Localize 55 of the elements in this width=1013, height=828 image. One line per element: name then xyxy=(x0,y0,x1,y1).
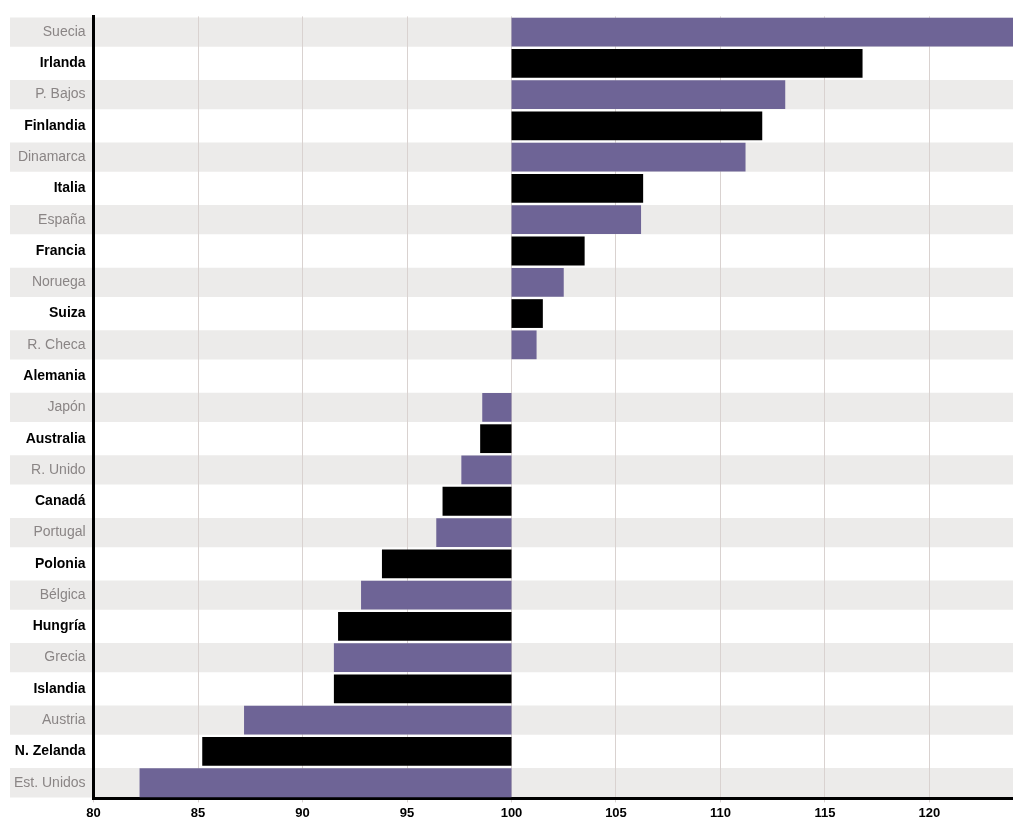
bar xyxy=(511,80,786,109)
y-tick-label: Francia xyxy=(35,241,86,258)
x-tick-label: 85 xyxy=(190,804,206,820)
y-tick-label: Finlandia xyxy=(24,116,86,133)
bar xyxy=(511,174,644,203)
bar xyxy=(436,518,512,547)
bar xyxy=(361,580,512,610)
bar xyxy=(333,643,512,673)
y-tick-label: Suecia xyxy=(42,22,86,39)
bar xyxy=(511,330,537,360)
y-tick-label: Hungría xyxy=(32,617,86,634)
y-tick-label: Japón xyxy=(47,398,86,415)
y-tick-label: R. Checa xyxy=(27,335,86,352)
x-tick-label: 80 xyxy=(86,804,101,820)
bar xyxy=(511,267,564,297)
y-tick-label: Italia xyxy=(53,179,86,196)
y-tick-label: Grecia xyxy=(44,648,86,665)
x-tick-label: 110 xyxy=(709,804,731,820)
y-tick-label: Portugal xyxy=(33,523,86,540)
x-tick-label: 120 xyxy=(918,804,941,820)
y-tick-label: R. Unido xyxy=(31,460,86,477)
y-tick-label: Dinamarca xyxy=(17,148,86,165)
y-tick-label: Irlanda xyxy=(39,54,86,71)
y-tick-label: Alemania xyxy=(23,366,86,383)
bar xyxy=(244,705,512,735)
bar xyxy=(381,549,512,579)
bar xyxy=(511,299,543,328)
bar xyxy=(202,737,512,766)
bar xyxy=(480,424,512,454)
bar xyxy=(442,486,512,516)
y-tick-label: Canadá xyxy=(35,492,86,509)
x-tick-label: 115 xyxy=(814,804,836,820)
y-tick-label: Est. Unidos xyxy=(13,773,86,790)
x-tick-label: 95 xyxy=(399,804,415,820)
y-tick-label: Austria xyxy=(42,711,86,728)
y-tick-label: Suiza xyxy=(49,304,86,321)
bar xyxy=(511,205,642,235)
y-tick-label: Australia xyxy=(25,429,86,446)
y-tick-label: Noruega xyxy=(31,273,86,290)
bar xyxy=(511,236,585,266)
y-tick-label: Islandia xyxy=(33,679,86,696)
bar xyxy=(338,611,512,641)
bar xyxy=(511,111,763,141)
y-tick-label: Bélgica xyxy=(39,585,86,602)
x-tick-label: 100 xyxy=(500,804,523,820)
y-tick-label: N. Zelanda xyxy=(14,742,86,759)
y-tick-label: Polonia xyxy=(35,554,86,571)
y-tick-label: España xyxy=(38,210,86,227)
bar xyxy=(461,455,512,485)
bar xyxy=(511,142,746,172)
y-tick-label: P. Bajos xyxy=(35,85,86,102)
x-tick-label: 105 xyxy=(605,804,627,820)
bar xyxy=(333,674,512,704)
x-tick-label: 90 xyxy=(295,804,310,820)
bar xyxy=(482,393,512,422)
